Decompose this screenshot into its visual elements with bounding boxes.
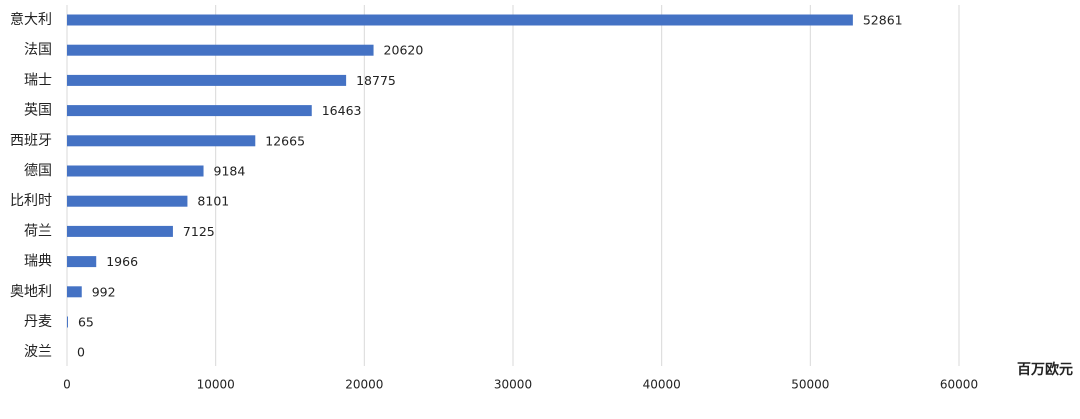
data-label: 52861 bbox=[863, 13, 903, 28]
data-label: 65 bbox=[78, 315, 94, 330]
x-tick-label: 60000 bbox=[940, 378, 978, 392]
bar bbox=[67, 74, 347, 86]
data-label: 0 bbox=[77, 345, 85, 360]
y-tick-label: 奥地利 bbox=[10, 283, 52, 300]
data-label: 7125 bbox=[183, 224, 215, 239]
data-label: 9184 bbox=[214, 164, 246, 179]
x-tick-label: 30000 bbox=[494, 378, 532, 392]
y-tick-label: 法国 bbox=[24, 42, 52, 58]
y-tick-label: 西班牙 bbox=[10, 133, 52, 149]
data-label: 12665 bbox=[265, 133, 305, 148]
bar bbox=[67, 256, 97, 268]
y-tick-label: 荷兰 bbox=[24, 223, 52, 239]
data-label: 18775 bbox=[356, 73, 396, 88]
y-tick-label: 波兰 bbox=[24, 344, 52, 360]
x-tick-label: 10000 bbox=[197, 378, 235, 392]
bar bbox=[67, 225, 173, 237]
bar bbox=[67, 135, 256, 147]
y-tick-label: 德国 bbox=[24, 163, 52, 179]
x-axis-label: 百万欧元 bbox=[1017, 361, 1073, 378]
y-tick-label: 比利时 bbox=[10, 193, 52, 209]
data-label: 8101 bbox=[197, 194, 229, 209]
data-label: 992 bbox=[92, 284, 116, 299]
bar bbox=[67, 165, 204, 177]
x-tick-label: 0 bbox=[63, 378, 71, 392]
data-label: 1966 bbox=[106, 254, 138, 269]
y-tick-label: 英国 bbox=[24, 102, 52, 119]
y-tick-label: 丹麦 bbox=[24, 314, 52, 330]
x-tick-label: 20000 bbox=[345, 378, 383, 392]
x-tick-label: 50000 bbox=[791, 378, 829, 392]
bar bbox=[67, 105, 312, 117]
bar bbox=[67, 44, 374, 56]
y-tick-label: 意大利 bbox=[10, 11, 52, 28]
x-tick-label: 40000 bbox=[643, 378, 681, 392]
y-tick-label: 瑞典 bbox=[24, 254, 52, 270]
bar bbox=[67, 14, 853, 26]
bar bbox=[67, 195, 188, 207]
bar bbox=[67, 316, 68, 328]
data-label: 16463 bbox=[322, 103, 362, 118]
y-tick-label: 瑞士 bbox=[24, 72, 52, 88]
data-label: 20620 bbox=[384, 43, 424, 58]
bar bbox=[67, 286, 82, 298]
